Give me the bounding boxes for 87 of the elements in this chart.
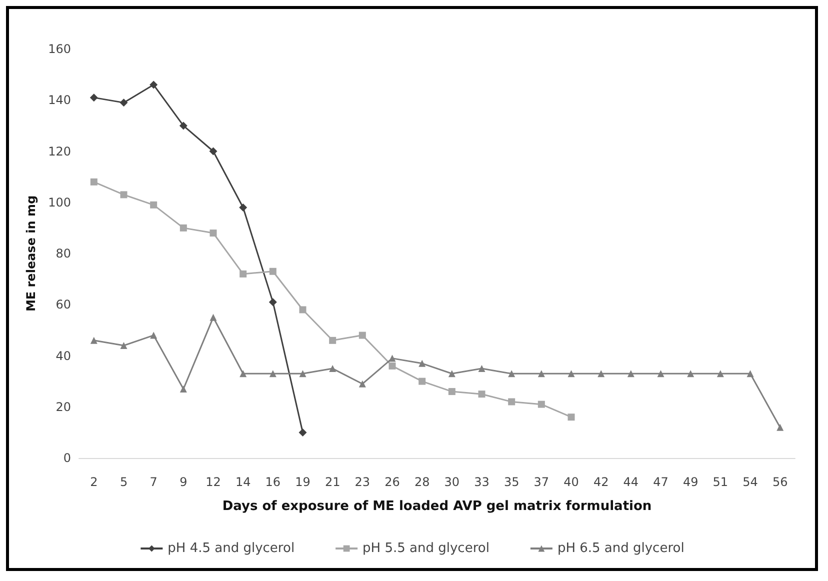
- point: [269, 370, 276, 378]
- x-tick-label: 49: [682, 475, 698, 489]
- x-tick-label: 16: [265, 475, 281, 489]
- point: [298, 428, 307, 436]
- point: [150, 332, 158, 339]
- point: [776, 424, 784, 431]
- point: [269, 268, 276, 275]
- x-tick-label: 26: [384, 475, 400, 489]
- x-tick-label: 7: [150, 475, 158, 489]
- point: [210, 314, 217, 321]
- y-tick-label: 160: [48, 42, 71, 56]
- legend-label: pH 6.5 and glycerol: [557, 541, 684, 556]
- x-tick-label: 2: [90, 475, 98, 489]
- point: [508, 370, 516, 378]
- x-tick-label: 14: [235, 475, 251, 489]
- point: [299, 370, 306, 378]
- point: [239, 203, 248, 212]
- point: [508, 398, 516, 406]
- point: [478, 390, 486, 398]
- point: [418, 378, 426, 385]
- x-tick-label: 30: [444, 475, 460, 489]
- legend-label: pH 5.5 and glycerol: [362, 541, 490, 556]
- point: [388, 362, 396, 370]
- point: [716, 370, 724, 378]
- point: [329, 336, 336, 344]
- point: [538, 400, 545, 408]
- point: [120, 98, 128, 107]
- y-tick-label: 20: [56, 400, 71, 414]
- x-tick-label: 44: [623, 475, 639, 489]
- point: [150, 80, 158, 89]
- point: [209, 147, 218, 156]
- x-tick-label: 37: [534, 475, 550, 489]
- y-tick-label: 0: [63, 451, 71, 465]
- point: [268, 298, 277, 306]
- x-tick-label: 9: [180, 475, 188, 489]
- x-tick-label: 19: [295, 475, 310, 489]
- x-tick-label: 40: [564, 475, 579, 489]
- point: [180, 385, 187, 392]
- point: [358, 332, 366, 339]
- x-tick-label: 23: [354, 475, 370, 489]
- x-tick-label: 28: [414, 475, 430, 489]
- point: [210, 230, 217, 237]
- point: [120, 342, 128, 350]
- x-tick-label: 47: [653, 475, 668, 489]
- point: [448, 388, 456, 396]
- point: [179, 122, 188, 130]
- point: [598, 370, 605, 378]
- x-tick-label: 12: [206, 475, 221, 489]
- x-tick-label: 33: [474, 475, 490, 489]
- point: [90, 336, 98, 344]
- point: [687, 370, 694, 378]
- point: [746, 370, 754, 378]
- point: [150, 201, 158, 208]
- point: [478, 365, 486, 372]
- x-tick-label: 54: [742, 475, 758, 489]
- point: [538, 370, 545, 378]
- legend-label: pH 4.5 and glycerol: [168, 541, 295, 556]
- point: [358, 380, 366, 388]
- point: [180, 224, 187, 232]
- y-tick-label: 100: [48, 195, 71, 210]
- x-tick-label: 21: [324, 475, 340, 489]
- point: [329, 365, 336, 372]
- x-tick-label: 35: [504, 475, 520, 489]
- point: [90, 178, 98, 186]
- x-tick-label: 5: [120, 475, 128, 489]
- x-tick-label: 42: [593, 475, 609, 489]
- y-axis-title: ME release in mg: [24, 195, 38, 312]
- point: [568, 414, 575, 421]
- point: [657, 370, 664, 378]
- y-tick-label: 120: [48, 144, 71, 158]
- point: [299, 306, 306, 314]
- point: [90, 94, 98, 102]
- point: [448, 370, 456, 378]
- point: [388, 354, 396, 362]
- point: [120, 191, 128, 198]
- y-tick-label: 80: [56, 246, 71, 260]
- y-tick-label: 60: [56, 298, 71, 312]
- point: [568, 370, 575, 378]
- y-tick-label: 140: [48, 93, 71, 108]
- point: [240, 370, 247, 378]
- point: [240, 270, 247, 278]
- x-axis-title: Days of exposure of ME loaded AVP gel matrix formulation: [222, 499, 652, 514]
- x-tick-label: 56: [772, 475, 788, 489]
- x-tick-label: 51: [712, 475, 728, 489]
- y-tick-label: 40: [56, 348, 71, 363]
- point: [418, 360, 426, 367]
- point: [627, 370, 634, 378]
